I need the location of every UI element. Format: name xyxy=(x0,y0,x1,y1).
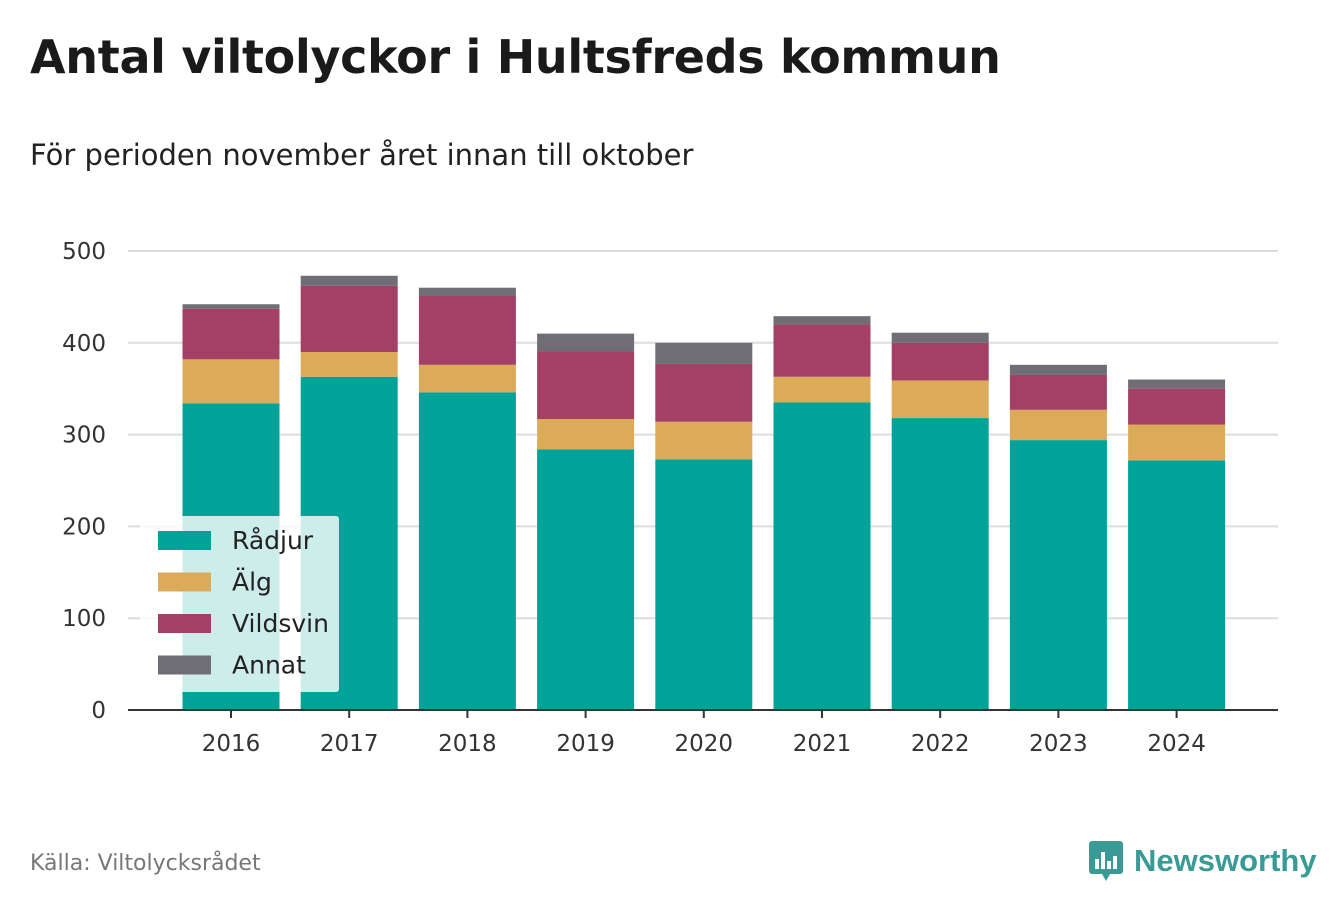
bar-rådjur-2018 xyxy=(418,392,516,710)
bar-älg-2024 xyxy=(1128,424,1226,461)
bar-vildsvin-2023 xyxy=(1009,374,1107,410)
y-tick-label: 500 xyxy=(62,239,106,265)
bar-vildsvin-2024 xyxy=(1128,388,1226,425)
bar-vildsvin-2016 xyxy=(182,308,280,360)
bar-annat-2024 xyxy=(1128,379,1226,389)
bar-rådjur-2023 xyxy=(1009,440,1107,710)
bar-älg-2018 xyxy=(418,364,516,393)
x-tick-label: 2020 xyxy=(675,731,734,757)
bar-annat-2019 xyxy=(537,333,635,352)
y-tick-label: 100 xyxy=(62,606,106,632)
legend-label-vildsvin: Vildsvin xyxy=(232,609,329,638)
y-tick-label: 400 xyxy=(62,331,106,357)
bar-älg-2021 xyxy=(773,376,871,403)
x-tick-label: 2019 xyxy=(556,731,615,757)
legend-box xyxy=(140,516,339,692)
legend-swatch-vildsvin xyxy=(158,614,211,633)
bar-vildsvin-2019 xyxy=(537,351,635,419)
x-tick-label: 2022 xyxy=(911,731,970,757)
bar-älg-2017 xyxy=(300,351,398,377)
bar-älg-2016 xyxy=(182,359,280,404)
x-tick-label: 2023 xyxy=(1029,731,1088,757)
legend-label-älg: Älg xyxy=(232,568,272,597)
legend-swatch-annat xyxy=(158,655,211,675)
bar-annat-2021 xyxy=(773,316,871,325)
x-tick-label: 2018 xyxy=(438,731,497,757)
x-tick-label: 2017 xyxy=(320,731,379,757)
x-tick-label: 2021 xyxy=(793,731,852,757)
y-tick-label: 200 xyxy=(62,514,106,540)
bar-vildsvin-2017 xyxy=(300,285,398,352)
bar-älg-2022 xyxy=(891,380,989,419)
bar-älg-2019 xyxy=(537,418,635,450)
bar-rådjur-2021 xyxy=(773,402,871,710)
bar-vildsvin-2020 xyxy=(655,363,753,422)
legend-label-rådjur: Rådjur xyxy=(232,526,314,555)
bar-annat-2018 xyxy=(418,287,516,296)
chart-subtitle: För perioden november året innan till ok… xyxy=(30,138,694,172)
y-tick-label: 0 xyxy=(91,698,106,724)
y-tick-label: 300 xyxy=(62,423,106,449)
legend-swatch-älg xyxy=(158,572,211,592)
bar-vildsvin-2022 xyxy=(891,342,989,381)
x-tick-label: 2024 xyxy=(1147,731,1206,757)
bar-annat-2022 xyxy=(891,332,989,343)
bar-annat-2023 xyxy=(1009,364,1107,375)
legend-label-annat: Annat xyxy=(232,651,306,680)
bar-rådjur-2020 xyxy=(655,459,753,710)
source-note: Källa: Viltolycksrådet xyxy=(30,851,261,876)
bar-annat-2020 xyxy=(655,342,753,364)
brand-name: Newsworthy xyxy=(1134,843,1317,878)
bar-rådjur-2024 xyxy=(1128,460,1226,710)
bar-älg-2023 xyxy=(1009,409,1107,441)
newsworthy-logo-icon xyxy=(1089,841,1123,881)
bar-annat-2017 xyxy=(300,275,398,286)
bar-rådjur-2019 xyxy=(537,449,635,710)
bar-vildsvin-2021 xyxy=(773,324,871,377)
chart-title: Antal viltolyckor i Hultsfreds kommun xyxy=(30,30,1001,84)
bar-älg-2020 xyxy=(655,421,753,460)
x-tick-label: 2016 xyxy=(202,731,261,757)
brand-logo[interactable]: Newsworthy xyxy=(1088,838,1317,884)
bar-annat-2016 xyxy=(182,304,280,309)
legend-swatch-rådjur xyxy=(158,531,211,550)
bar-vildsvin-2018 xyxy=(418,295,516,365)
bar-rådjur-2022 xyxy=(891,418,989,710)
